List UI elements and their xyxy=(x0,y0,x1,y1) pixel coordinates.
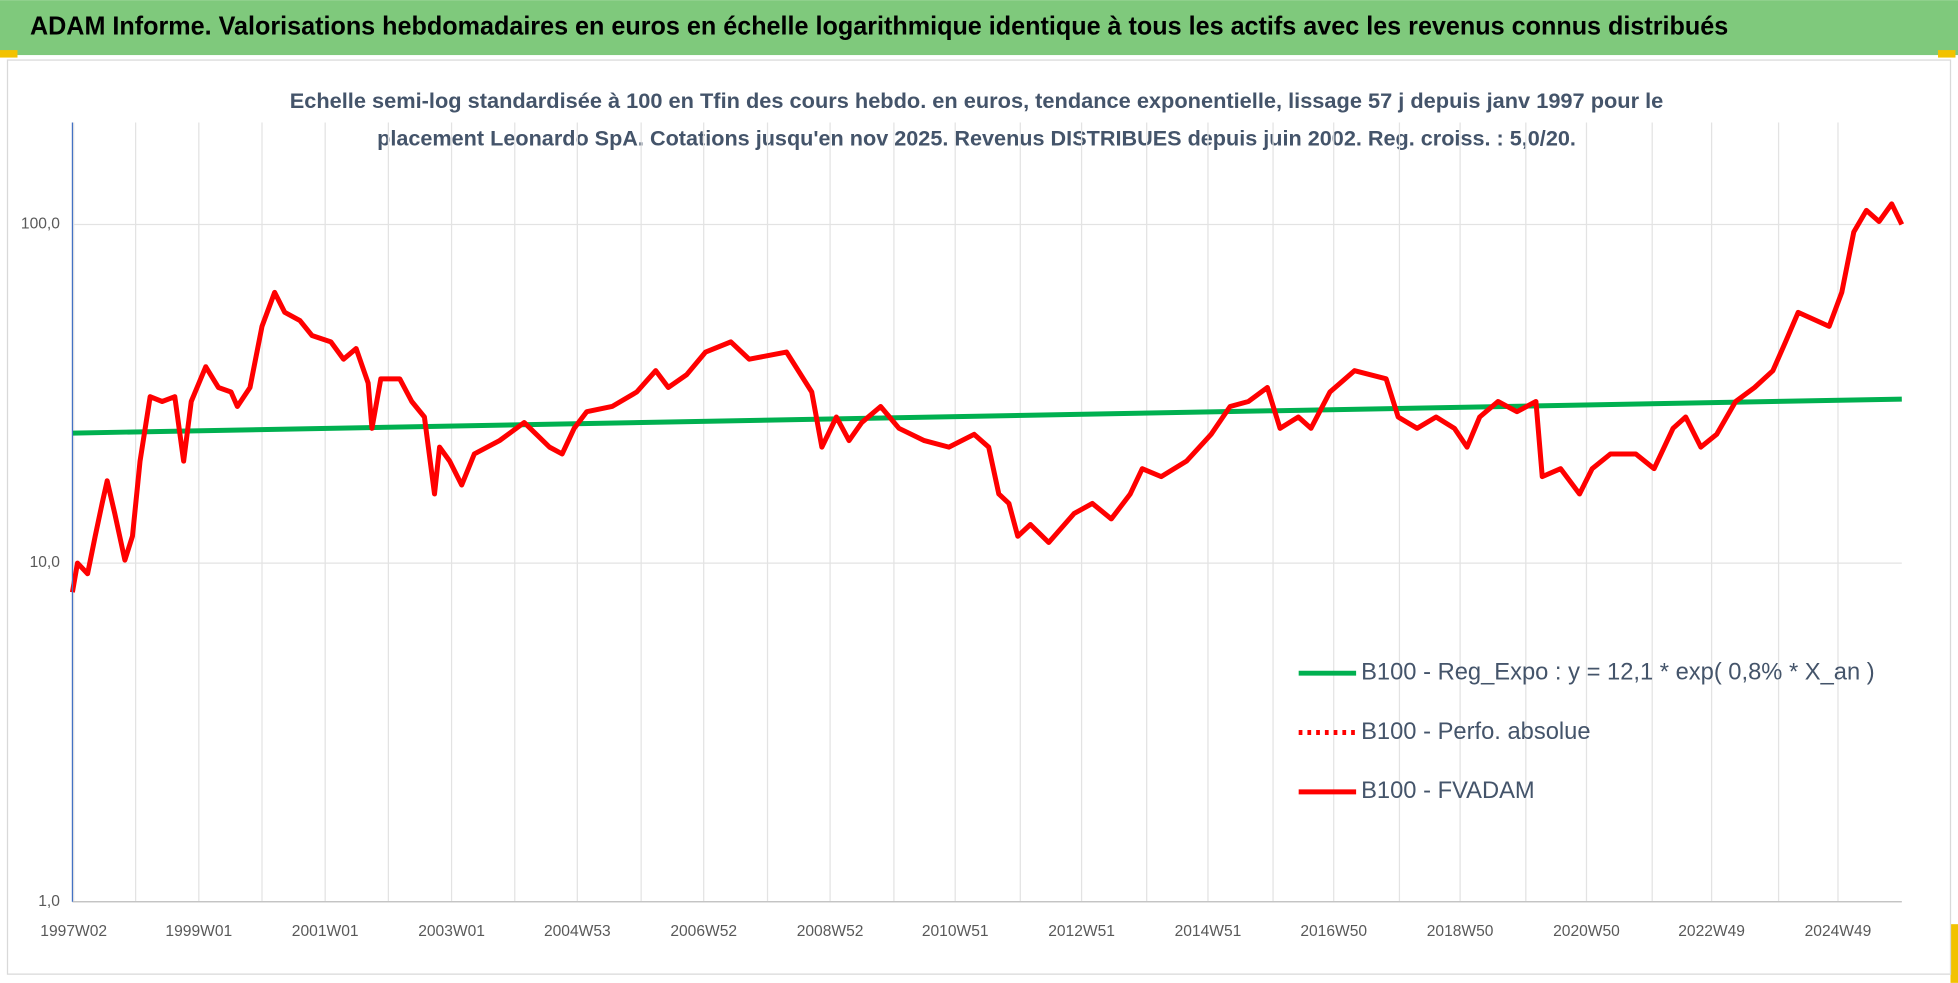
x-tick-label: 2001W01 xyxy=(292,923,359,940)
x-tick-label: 2022W49 xyxy=(1678,923,1745,940)
x-tick-label: 1999W01 xyxy=(165,923,232,940)
x-tick-label: 2018W50 xyxy=(1427,923,1494,940)
x-tick-label: 2006W52 xyxy=(670,923,737,940)
plot-area xyxy=(69,201,1905,593)
legend-label: B100 - Reg_Expo : y = 12,1 * exp( 0,8% *… xyxy=(1361,659,1875,685)
chart-border xyxy=(6,59,1952,975)
y-tick-label: 100,0 xyxy=(21,216,60,233)
header-bar xyxy=(0,0,1958,56)
legend-label: B100 - Perfo. absolue xyxy=(1361,719,1590,745)
legend-label: B100 - FVADAM xyxy=(1361,778,1535,804)
axes: 1,0 10,0 100,0 1997W02 1999W01 2001W01 2003W01… xyxy=(21,122,1902,940)
corner-mark xyxy=(0,50,18,58)
grid xyxy=(72,122,1902,903)
x-tick-label: 2012W51 xyxy=(1048,923,1115,940)
y-tick-label: 1,0 xyxy=(38,893,60,910)
x-tick-label: 2020W50 xyxy=(1553,923,1620,940)
corner-mark xyxy=(1950,924,1958,983)
x-tick-label: 2003W01 xyxy=(418,923,485,940)
chart-subtitle: placement Leonardo SpA. Cotations jusqu'… xyxy=(377,128,1576,151)
chart-subtitle: Echelle semi-log standardisée à 100 en T… xyxy=(290,90,1664,113)
y-tick-label: 10,0 xyxy=(30,554,61,571)
x-tick-label: 2024W49 xyxy=(1805,923,1872,940)
x-tick-label: 2010W51 xyxy=(922,923,989,940)
x-tick-label: 2008W52 xyxy=(797,923,864,940)
data-line xyxy=(69,201,1905,593)
page-title: ADAM Informe. Valorisations hebdomadaire… xyxy=(30,11,1728,41)
x-tick-label: 2016W50 xyxy=(1300,923,1367,940)
corner-mark xyxy=(1938,50,1956,58)
x-tick-label: 2004W53 xyxy=(544,923,611,940)
x-tick-label: 1997W02 xyxy=(40,923,107,940)
data-line xyxy=(72,396,1902,436)
legend: B100 - Reg_Expo : y = 12,1 * exp( 0,8% *… xyxy=(1298,659,1875,804)
x-tick-label: 2014W51 xyxy=(1175,923,1242,940)
